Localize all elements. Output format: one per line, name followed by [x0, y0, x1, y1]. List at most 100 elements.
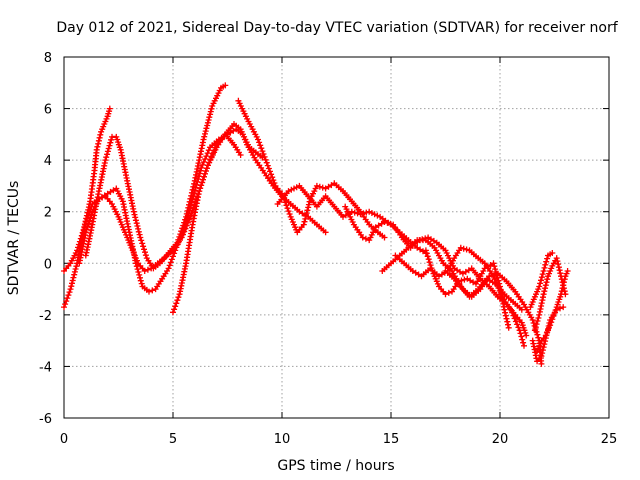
x-tick-label: 5 — [169, 432, 177, 447]
data-point-marker — [136, 231, 143, 238]
data-point-marker — [168, 256, 175, 263]
data-point-marker — [387, 220, 394, 227]
data-point-marker — [285, 208, 292, 215]
data-point-marker — [204, 122, 211, 129]
data-point-marker — [354, 210, 361, 217]
data-point-marker — [205, 147, 212, 154]
data-point-marker — [270, 177, 277, 184]
data-point-marker — [539, 350, 546, 357]
chart-title: Day 012 of 2021, Sidereal Day-to-day VTE… — [56, 20, 618, 36]
data-point-marker — [104, 148, 111, 155]
data-point-marker — [264, 162, 271, 169]
data-point-marker — [167, 259, 174, 266]
data-point-marker — [69, 280, 75, 287]
data-point-marker — [423, 250, 430, 257]
data-point-marker — [199, 161, 206, 168]
data-point-marker — [371, 211, 378, 218]
data-point-marker — [62, 301, 69, 308]
data-point-marker — [491, 271, 498, 278]
series-track-4 — [76, 126, 266, 295]
data-point-marker — [535, 315, 542, 321]
data-point-marker — [303, 210, 310, 217]
data-point-marker — [106, 142, 113, 149]
data-point-marker — [104, 151, 111, 158]
data-point-marker — [283, 202, 290, 209]
data-point-marker — [61, 304, 67, 311]
data-point-marker — [138, 237, 145, 244]
data-point-marker — [554, 258, 561, 265]
data-point-marker — [202, 130, 208, 137]
data-point-marker — [186, 207, 193, 214]
data-point-marker — [523, 332, 530, 339]
data-point-marker — [552, 307, 559, 314]
data-point-marker — [362, 235, 369, 242]
data-point-marker — [201, 173, 207, 180]
data-point-marker — [201, 133, 208, 140]
x-axis-label: GPS time / hours — [277, 458, 394, 474]
data-point-marker — [550, 313, 557, 320]
series-track-15 — [527, 250, 556, 311]
data-point-marker — [359, 234, 366, 241]
data-point-marker — [108, 136, 115, 143]
data-point-marker — [84, 223, 91, 230]
data-point-marker — [192, 187, 198, 194]
data-point-marker — [103, 154, 110, 161]
data-point-marker — [286, 211, 293, 217]
data-point-marker — [381, 219, 388, 225]
series-track-16 — [534, 268, 571, 354]
data-point-marker — [518, 306, 525, 313]
data-point-marker — [536, 283, 543, 290]
data-point-marker — [130, 208, 137, 215]
data-point-marker — [72, 266, 79, 272]
data-point-marker — [87, 214, 94, 221]
data-point-marker — [174, 297, 181, 304]
data-point-marker — [255, 136, 261, 143]
data-point-marker — [134, 266, 141, 273]
data-point-marker — [560, 282, 567, 289]
data-point-marker — [293, 184, 300, 191]
data-point-marker — [511, 315, 518, 322]
data-point-marker — [171, 250, 178, 257]
data-point-marker — [202, 156, 209, 162]
data-point-marker — [547, 322, 554, 329]
data-point-marker — [173, 244, 180, 251]
data-point-marker — [300, 221, 307, 228]
data-point-marker — [267, 168, 273, 175]
data-point-marker — [142, 249, 148, 256]
data-point-marker — [539, 347, 546, 354]
data-point-marker — [178, 232, 185, 239]
data-point-marker — [313, 182, 320, 189]
data-point-marker — [202, 170, 208, 177]
data-point-marker — [141, 246, 147, 253]
y-tick-label: -2 — [39, 309, 52, 324]
data-point-marker — [558, 288, 565, 295]
x-tick-label: 0 — [60, 432, 68, 447]
x-tick-label: 25 — [601, 432, 618, 447]
data-point-marker — [549, 250, 556, 256]
data-point-marker — [133, 220, 140, 227]
data-point-marker — [517, 330, 524, 337]
x-tick-label: 10 — [274, 432, 291, 447]
axis-ticks — [63, 56, 610, 419]
data-point-marker — [282, 199, 289, 206]
data-point-marker — [137, 274, 143, 281]
y-tick-label: 2 — [44, 206, 52, 221]
data-point-marker — [137, 234, 144, 241]
data-point-marker — [135, 269, 142, 275]
data-point-marker — [175, 294, 182, 301]
data-point-marker — [504, 318, 511, 325]
data-point-marker — [170, 253, 176, 260]
data-point-marker — [138, 280, 145, 287]
grid-lines — [64, 57, 609, 418]
data-point-marker — [203, 125, 210, 132]
data-point-marker — [133, 263, 140, 270]
data-point-marker — [144, 266, 151, 273]
data-point-marker — [284, 205, 291, 212]
series-track-5 — [170, 121, 329, 316]
data-point-marker — [516, 327, 523, 334]
data-point-marker — [188, 201, 194, 208]
data-point-marker — [140, 243, 147, 250]
data-point-marker — [486, 273, 493, 280]
data-point-marker — [539, 271, 546, 278]
data-point-marker — [564, 268, 571, 274]
